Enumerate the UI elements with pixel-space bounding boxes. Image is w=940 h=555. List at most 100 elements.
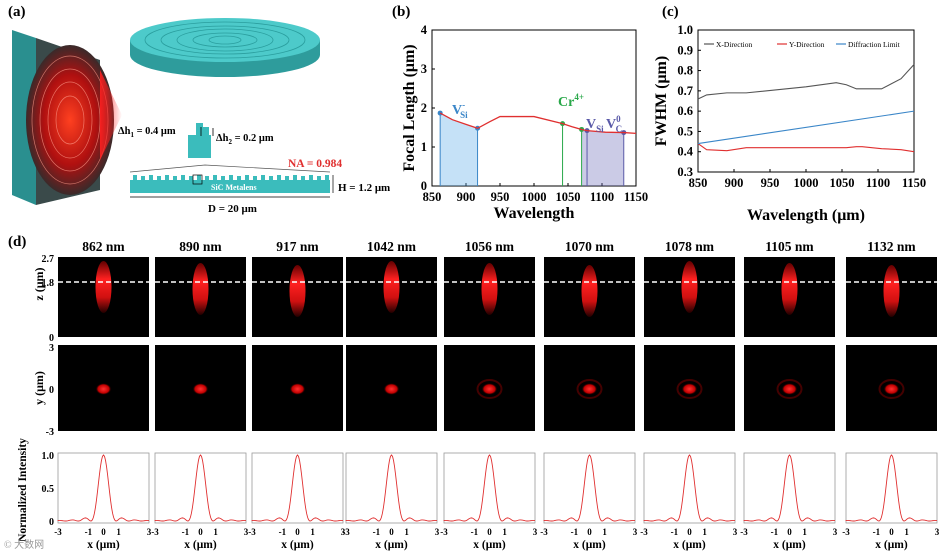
na-label: NA = 0.984 <box>288 158 342 170</box>
x-tick-label: -3 <box>151 527 159 537</box>
intensity-profile-curve <box>443 454 536 522</box>
zoom-box <box>192 174 203 185</box>
intensity-axis-label-line: Normalized Intensity <box>17 438 29 542</box>
metalens-disc-rings <box>144 21 306 59</box>
x-tick-label: -3 <box>842 527 850 537</box>
intensity-profile-frame <box>154 452 247 524</box>
intensity-profile-curve <box>251 454 344 522</box>
x-tick-label: -1 <box>571 527 579 537</box>
x-tick-label: 0 <box>295 527 300 537</box>
intensity-profile-frame <box>345 452 438 524</box>
xy-side-ring <box>476 379 503 399</box>
xy-focal-spot <box>95 383 112 395</box>
wavelength-label: 862 nm <box>82 239 125 254</box>
chart-c-ytick-label: 0.3 <box>677 165 693 179</box>
chart-c-xtick-label: 950 <box>761 176 780 190</box>
xy-focal-spot <box>289 383 306 395</box>
chart-b-xlabel: Wavelength <box>494 205 575 222</box>
chart-c-xtick-label: 900 <box>725 176 744 190</box>
chart-c-ytick-label: 0.6 <box>677 104 693 118</box>
xy-side-ring <box>676 379 703 399</box>
intensity-axis-label: Normalized Intensity <box>17 438 29 542</box>
x-tick-label: 0 <box>101 527 106 537</box>
xz-focal-beam <box>883 265 900 317</box>
x-tick-label: -3 <box>740 527 748 537</box>
x-tick-label: 0 <box>687 527 692 537</box>
chart-b-annotation-vsi2: VSi <box>586 117 604 134</box>
x-tick-label: -3 <box>440 527 448 537</box>
chart-c-ytick-label: 0.5 <box>677 124 693 138</box>
chart-c-ytick-label: 0.9 <box>677 43 693 57</box>
chart-c-xtick-label: 850 <box>689 176 708 190</box>
chart-c-legend-label: Diffraction Limit <box>848 40 901 49</box>
x-tick-label: 3 <box>341 527 346 537</box>
intensity-profile-frame <box>543 452 636 524</box>
xz-focal-beam <box>289 265 306 317</box>
chart-c-plot: 850 900 950 1000 1050 1100 1150 0.3 0.4 0.5 0.6 0.7… <box>677 23 926 190</box>
xy-focal-spot <box>781 383 798 395</box>
x-tick-label: -1 <box>771 527 779 537</box>
chart-c-series-line <box>697 64 915 100</box>
wavelength-label: 917 nm <box>276 239 319 254</box>
x-axis-label: x (μm) <box>875 539 908 551</box>
chart-b-xtick-label: 1000 <box>522 190 547 204</box>
wavelength-label: 890 nm <box>179 239 222 254</box>
dh2-label: Δh2 = 0.2 μm <box>216 133 274 146</box>
x-tick-label: -1 <box>182 527 190 537</box>
z-tick-label: 1.8 <box>42 278 55 289</box>
panel-label-c: (c) <box>662 4 679 20</box>
z-axis-label: z (μm) <box>32 267 46 300</box>
intensity-profile-frame <box>845 452 938 524</box>
x-tick-label: 1 <box>904 527 909 537</box>
panel-label-a: (a) <box>8 4 26 20</box>
x-tick-label: 3 <box>833 527 838 537</box>
chart-b-band-vsivc <box>581 129 624 186</box>
intensity-tick-label: 1.0 <box>42 451 55 462</box>
xz-focal-beam <box>383 261 400 313</box>
y-tick-label: 0 <box>49 385 54 396</box>
x-tick-label: 1 <box>602 527 607 537</box>
chart-b-xtick-label: 850 <box>423 190 442 204</box>
xz-focal-beam <box>95 261 112 313</box>
chart-b-ytick-label: 4 <box>421 23 428 37</box>
step-upper <box>196 123 203 135</box>
x-tick-label: -3 <box>540 527 548 537</box>
intensity-profile-curve <box>845 454 938 522</box>
chart-b-ytick-label: 3 <box>421 62 427 76</box>
panel-label-d: (d) <box>8 234 26 250</box>
x-tick-label: 0 <box>787 527 792 537</box>
xz-focal-beam <box>581 265 598 317</box>
xy-focal-spot <box>581 383 598 395</box>
chart-c-xtick-label: 1150 <box>902 176 926 190</box>
xy-focal-spot <box>383 383 400 395</box>
wavelength-label: 1105 nm <box>765 239 814 254</box>
x-tick-label: -3 <box>342 527 350 537</box>
wavelength-label: 1132 nm <box>867 239 916 254</box>
dh1-label: Δh1 = 0.4 μm <box>118 126 176 139</box>
xy-focal-spot <box>681 383 698 395</box>
panel-label-b: (b) <box>392 4 410 20</box>
metalens-cross-section <box>130 180 330 193</box>
panel-d: (d) 862 nm -3 -1 0 1 3 x (μm) 890 nm -3 -1 0 1 3 x (μ… <box>4 234 940 551</box>
x-axis-label: x (μm) <box>473 539 506 551</box>
chart-b-ytick-label: 0 <box>421 179 427 193</box>
intensity-profile-curve <box>543 454 636 522</box>
chart-b-xtick-label: 950 <box>491 190 510 204</box>
x-axis-label: x (μm) <box>375 539 408 551</box>
x-tick-label: -1 <box>85 527 93 537</box>
watermark: © 大数网 <box>4 538 44 551</box>
panel-c: (c) 850 900 950 1000 1050 1100 1150 0.3 0.4 0.5 0.… <box>653 4 926 224</box>
intensity-profile-curve <box>743 454 836 522</box>
panel-d-grid: 862 nm -3 -1 0 1 3 x (μm) 890 nm -3 -1 0 1 3 x (μm) 91… <box>42 239 940 551</box>
x-tick-label: -1 <box>873 527 881 537</box>
chart-c-ytick-label: 0.7 <box>677 84 693 98</box>
intensity-profile-frame <box>743 452 836 524</box>
intensity-profile-curve <box>154 454 247 522</box>
x-tick-label: 1 <box>213 527 218 537</box>
xz-focal-beam <box>481 263 498 315</box>
intensity-profile-frame <box>643 452 736 524</box>
chart-c-ylabel: FWHM (μm) <box>653 56 670 146</box>
chart-c-series-line <box>697 110 915 145</box>
metalens-pillars <box>133 175 329 180</box>
x-axis-label: x (μm) <box>573 539 606 551</box>
